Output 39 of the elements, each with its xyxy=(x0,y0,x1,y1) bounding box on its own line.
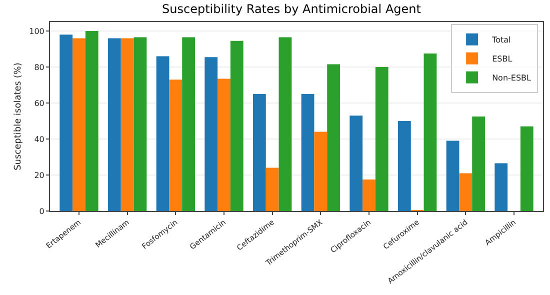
bar xyxy=(375,67,388,211)
bar xyxy=(350,116,363,211)
bar xyxy=(301,94,314,211)
y-tick-label: 0 xyxy=(39,206,44,216)
bar xyxy=(446,140,460,211)
bar xyxy=(108,38,121,211)
y-axis-title: Susceptible isolates (%) xyxy=(13,62,24,170)
chart-title: Susceptibility Rates by Antimicrobial Agent xyxy=(162,2,422,16)
bar xyxy=(266,168,279,211)
bar xyxy=(424,54,437,211)
bar xyxy=(218,78,230,211)
bar xyxy=(520,126,534,211)
y-tick-label: 20 xyxy=(34,170,44,180)
bar xyxy=(278,37,292,211)
bar xyxy=(60,34,73,211)
bar xyxy=(314,132,328,211)
bar xyxy=(72,38,86,211)
bar xyxy=(327,64,340,211)
bar xyxy=(459,173,472,211)
bar xyxy=(230,40,244,211)
bar xyxy=(204,57,218,211)
legend-label: ESBL xyxy=(492,54,513,64)
y-tick-label: 40 xyxy=(34,134,44,144)
bar xyxy=(156,56,170,211)
y-tick-label: 80 xyxy=(34,62,44,72)
bar xyxy=(120,38,134,211)
y-tick-label: 100 xyxy=(29,26,44,36)
bar xyxy=(472,116,485,211)
legend-label: Non-ESBL xyxy=(492,74,532,83)
bar xyxy=(362,180,376,211)
bar xyxy=(169,80,182,211)
bar xyxy=(253,94,266,211)
bar xyxy=(134,37,147,211)
bar xyxy=(494,163,508,211)
bar xyxy=(182,37,195,211)
legend-label: Total xyxy=(491,36,511,45)
y-tick-label: 60 xyxy=(34,98,44,108)
bar xyxy=(398,121,411,211)
bar xyxy=(85,31,98,211)
